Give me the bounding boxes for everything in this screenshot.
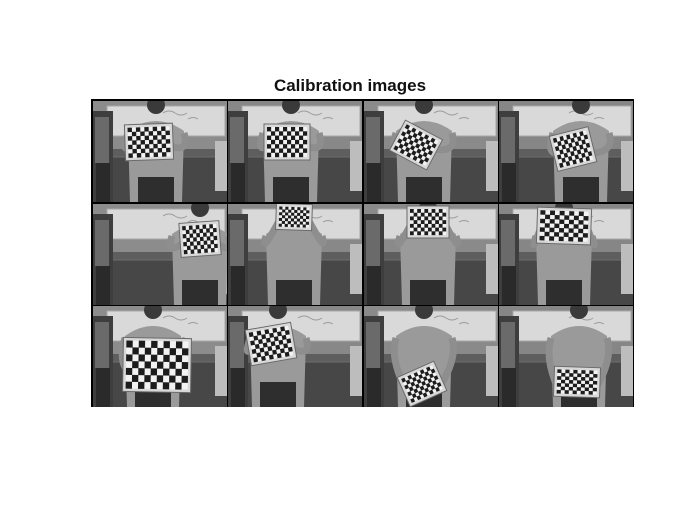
calibration-image-5 [93,204,227,305]
calibration-image-6 [228,204,362,305]
calibration-image-2 [228,101,362,202]
calibration-image-8 [499,204,633,305]
figure-title: Calibration images [273,76,427,95]
calibration-image-montage [91,99,634,407]
calibration-image-9 [93,306,227,407]
calibration-image-4 [499,101,633,202]
calibration-image-12 [499,306,633,407]
calibration-image-3 [364,101,498,202]
calibration-image-10 [228,306,362,407]
calibration-image-1 [93,101,227,202]
calibration-image-11 [364,306,498,407]
calibration-image-7 [364,204,498,305]
